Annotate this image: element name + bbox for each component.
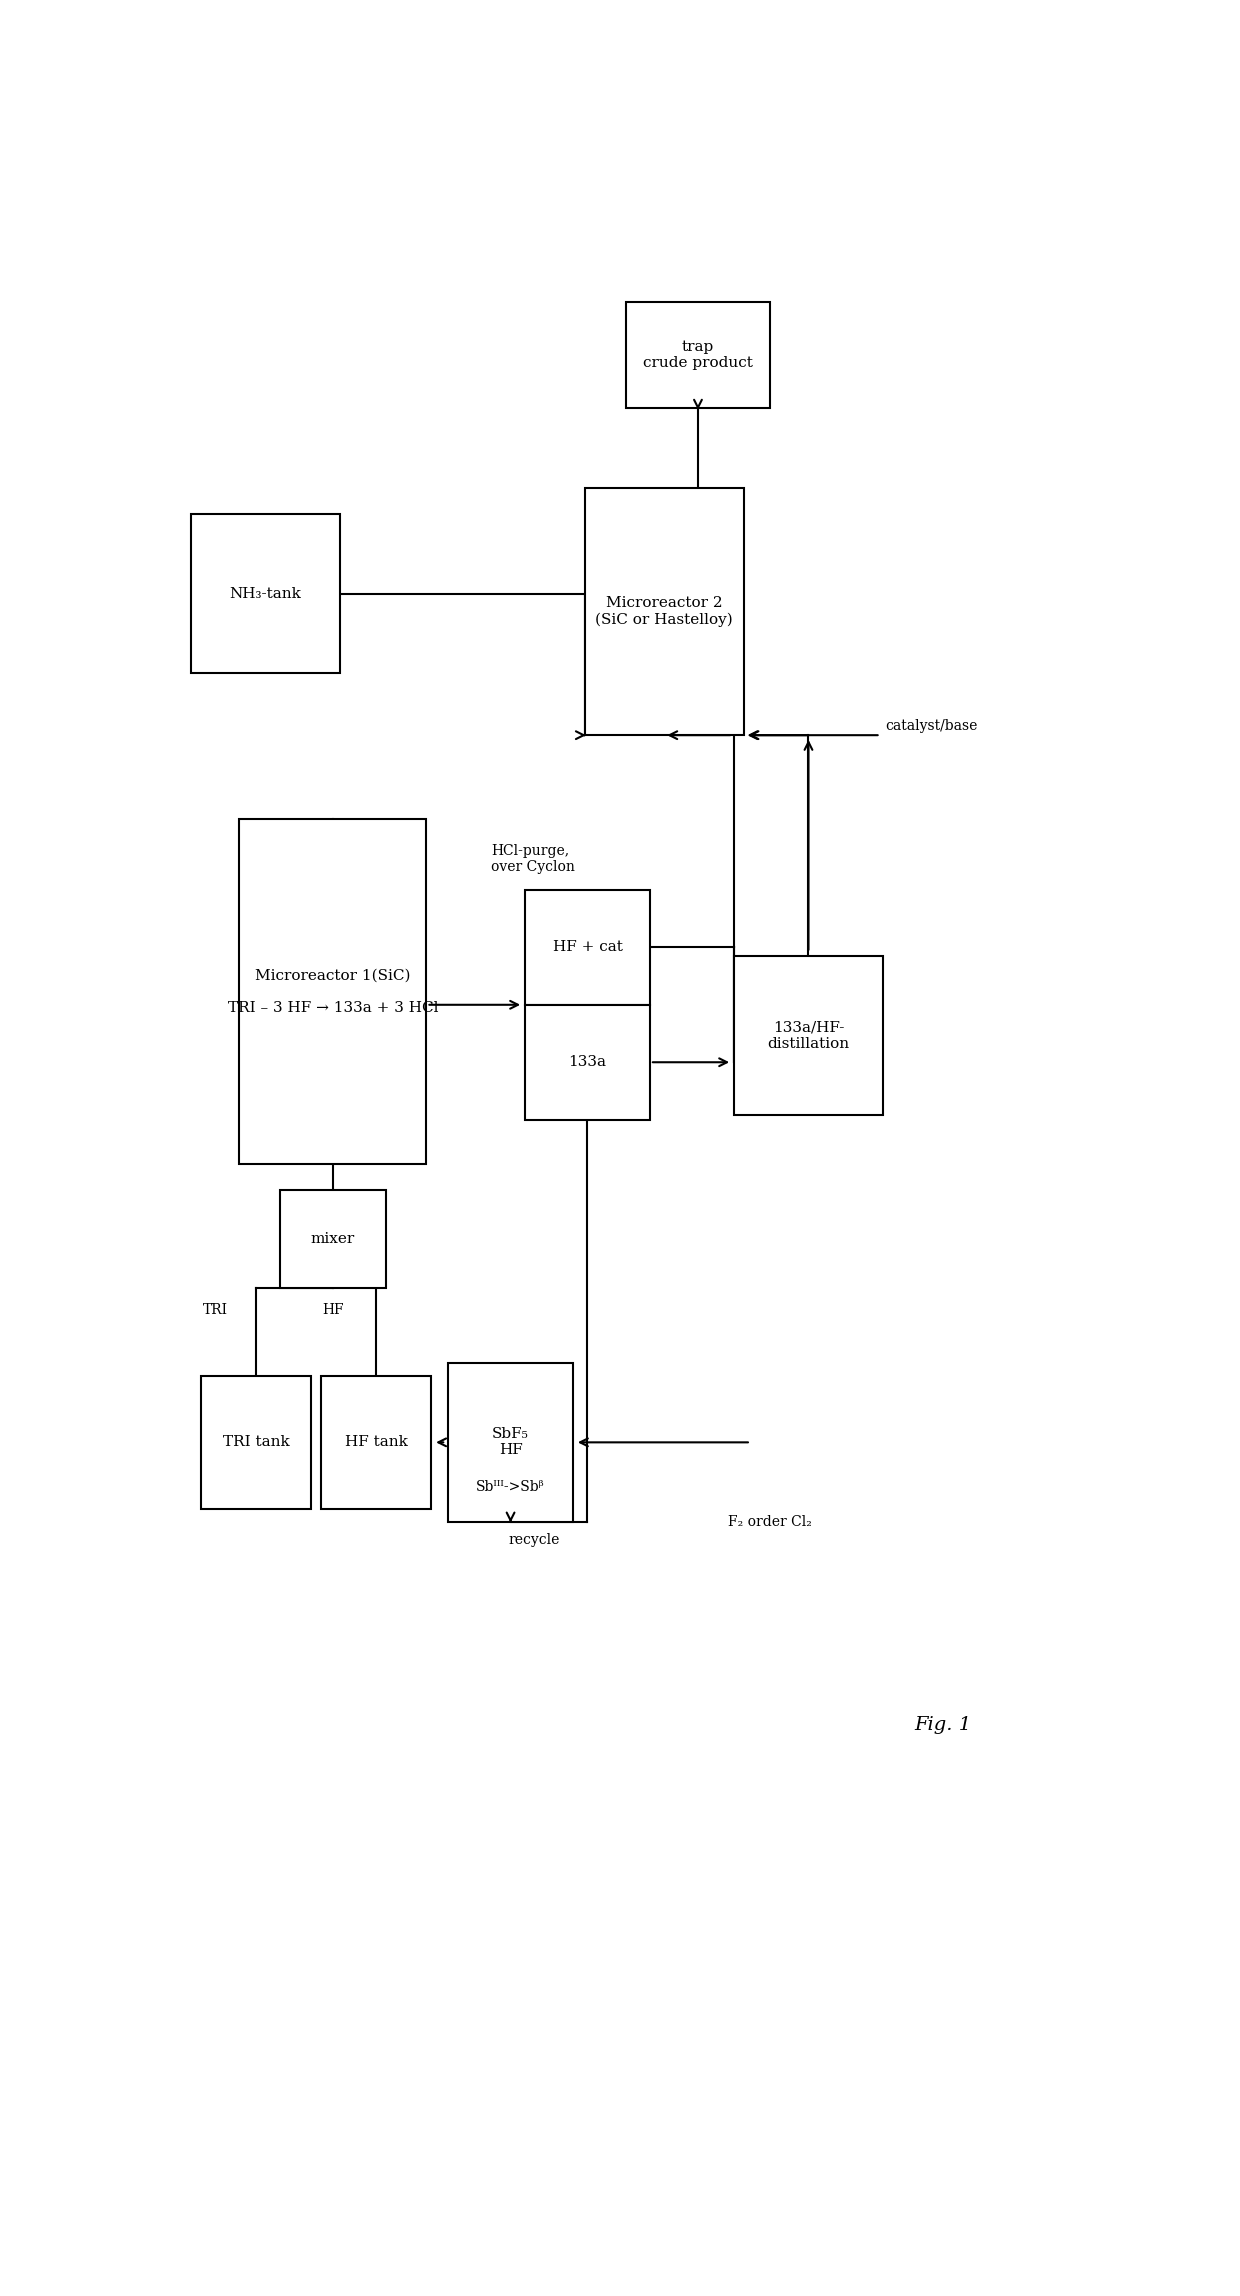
Text: Sbᴵᴵᴵ->Sbᵝ: Sbᴵᴵᴵ->Sbᵝ (476, 1479, 544, 1492)
Bar (626, 303, 770, 409)
Bar (239, 820, 427, 1164)
Text: HCl-purge,
over Cyclon: HCl-purge, over Cyclon (491, 845, 575, 875)
Bar (585, 487, 744, 735)
Text: Microreactor 2
(SiC or Hastelloy): Microreactor 2 (SiC or Hastelloy) (595, 597, 733, 627)
Text: recycle: recycle (508, 1534, 560, 1548)
Bar (734, 955, 883, 1116)
Text: TRI: TRI (203, 1302, 228, 1316)
Bar (321, 1375, 432, 1508)
Bar (280, 1189, 386, 1288)
Text: NH₃-tank: NH₃-tank (229, 588, 301, 602)
Text: HF: HF (322, 1302, 343, 1316)
Text: F₂ order Cl₂: F₂ order Cl₂ (728, 1515, 812, 1529)
Text: SbF₅
HF: SbF₅ HF (492, 1428, 529, 1458)
Text: trap
crude product: trap crude product (644, 340, 753, 370)
Text: 133a: 133a (568, 1056, 606, 1070)
Bar (525, 891, 650, 1006)
Text: mixer: mixer (311, 1233, 355, 1247)
Text: HF + cat: HF + cat (553, 941, 622, 955)
Text: catalyst/base: catalyst/base (885, 719, 977, 732)
Bar (201, 1375, 311, 1508)
Text: Microreactor 1(SiC)

TRI – 3 HF → 133a + 3 HCl: Microreactor 1(SiC) TRI – 3 HF → 133a + … (227, 969, 438, 1015)
Bar (525, 1006, 650, 1120)
Bar (191, 514, 340, 673)
Bar (448, 1364, 573, 1522)
Text: Fig. 1: Fig. 1 (914, 1715, 972, 1733)
Text: HF tank: HF tank (345, 1435, 408, 1449)
Text: 133a/HF-
distillation: 133a/HF- distillation (768, 1022, 849, 1052)
Text: TRI tank: TRI tank (222, 1435, 289, 1449)
